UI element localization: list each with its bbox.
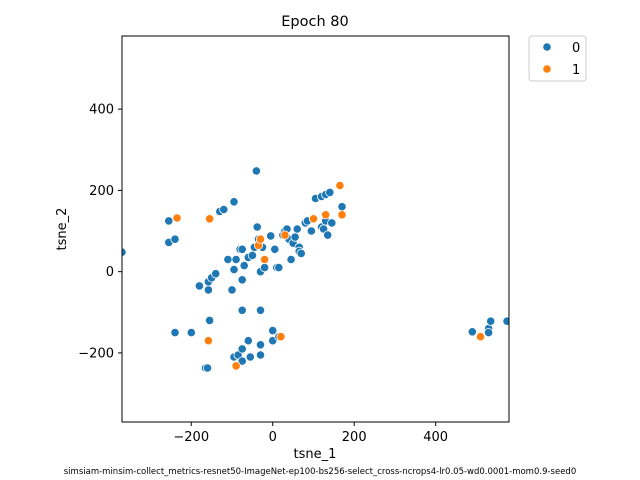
data-point-series-0 — [205, 315, 215, 325]
data-point-series-0 — [237, 244, 247, 254]
data-point-series-1 — [280, 230, 290, 240]
data-point-series-1 — [203, 336, 213, 346]
data-point-series-0 — [266, 231, 276, 241]
data-point-series-1 — [475, 332, 486, 342]
x-tick-label: −200 — [173, 430, 209, 445]
data-point-series-0 — [255, 340, 266, 350]
data-point-series-1 — [259, 254, 270, 265]
x-tick-label: 200 — [342, 430, 367, 445]
run-id-footnote: simsiam-minsim-collect_metrics-resnet50-… — [64, 467, 577, 477]
data-point-series-0 — [323, 230, 333, 240]
data-point-series-1 — [321, 210, 331, 220]
data-point-series-0 — [486, 316, 496, 326]
y-axis-label: tsne_2 — [55, 208, 70, 251]
y-tick-label: 0 — [106, 265, 114, 280]
data-point-series-0 — [231, 254, 241, 265]
y-tick-label: 400 — [89, 103, 114, 118]
x-tick-label: 0 — [269, 430, 277, 445]
data-point-series-1 — [308, 214, 319, 224]
data-point-series-0 — [502, 316, 509, 326]
data-point-series-0 — [229, 264, 239, 275]
data-point-series-0 — [270, 244, 280, 254]
plot-frame — [121, 35, 510, 423]
data-point-series-0 — [223, 254, 233, 265]
data-point-series-0 — [252, 222, 262, 232]
axis-ticks: −200 0 200 400 −200 0 200 400 — [78, 103, 448, 445]
data-point-series-0 — [251, 166, 261, 176]
data-point-series-0 — [229, 197, 239, 207]
data-point-series-0 — [237, 356, 247, 366]
legend-label-1: 1 — [572, 63, 580, 78]
data-point-series-1 — [276, 332, 286, 342]
data-point-series-0 — [170, 327, 180, 338]
data-point-series-1 — [337, 210, 347, 220]
y-tick-label: −200 — [78, 346, 114, 361]
data-point-series-0 — [203, 285, 213, 295]
data-point-series-0 — [186, 327, 196, 338]
legend: 01 — [528, 35, 587, 82]
data-point-series-0 — [247, 250, 257, 260]
data-point-series-0 — [211, 269, 221, 279]
data-point-series-0 — [243, 336, 253, 346]
data-point-series-0 — [202, 363, 213, 373]
data-point-series-0 — [239, 260, 249, 271]
data-point-series-1 — [205, 214, 215, 224]
y-tick-label: 200 — [89, 184, 114, 199]
legend-marker-0 — [542, 42, 552, 52]
data-point-series-0 — [255, 305, 266, 315]
data-point-series-0 — [292, 224, 302, 234]
data-point-series-0 — [237, 275, 247, 285]
x-axis-label: tsne_1 — [294, 447, 337, 462]
data-point-series-0 — [268, 325, 278, 336]
legend-label-0: 0 — [572, 41, 580, 56]
data-point-series-0 — [290, 232, 300, 242]
legend-marker-1 — [542, 64, 552, 74]
data-point-series-0 — [325, 187, 335, 197]
data-point-series-1 — [231, 361, 241, 371]
data-point-series-0 — [306, 226, 316, 236]
data-point-series-0 — [255, 350, 266, 360]
chart-title: Epoch 80 — [281, 14, 348, 30]
data-point-series-0 — [286, 254, 296, 265]
x-tick-label: 400 — [423, 430, 448, 445]
data-point-series-0 — [467, 327, 477, 337]
plot-area — [122, 166, 509, 373]
data-point-series-0 — [164, 216, 174, 226]
data-point-series-0 — [483, 327, 494, 338]
data-point-series-0 — [274, 262, 284, 273]
data-point-series-0 — [219, 204, 229, 215]
data-point-series-1 — [172, 213, 182, 223]
data-point-series-0 — [227, 285, 237, 295]
data-point-series-0 — [170, 234, 180, 244]
data-point-series-0 — [194, 281, 204, 291]
data-point-series-1 — [255, 234, 266, 244]
data-point-series-0 — [327, 218, 337, 228]
data-point-series-0 — [237, 305, 247, 315]
data-point-series-1 — [335, 180, 345, 191]
data-point-series-0 — [237, 344, 247, 354]
data-point-series-0 — [245, 352, 255, 362]
data-point-series-0 — [296, 248, 306, 258]
data-point-series-0 — [259, 262, 270, 273]
data-point-series-0 — [337, 202, 347, 212]
